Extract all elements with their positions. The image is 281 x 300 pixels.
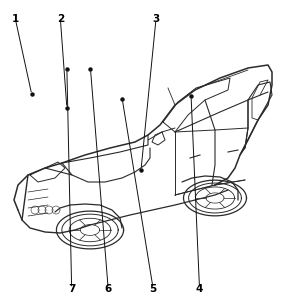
Text: 6: 6 xyxy=(105,284,112,294)
Text: 5: 5 xyxy=(149,284,157,294)
Text: 4: 4 xyxy=(196,284,203,294)
Text: 1: 1 xyxy=(12,14,19,25)
Text: 7: 7 xyxy=(68,284,75,294)
Text: 2: 2 xyxy=(57,14,64,25)
Text: 3: 3 xyxy=(152,14,160,25)
